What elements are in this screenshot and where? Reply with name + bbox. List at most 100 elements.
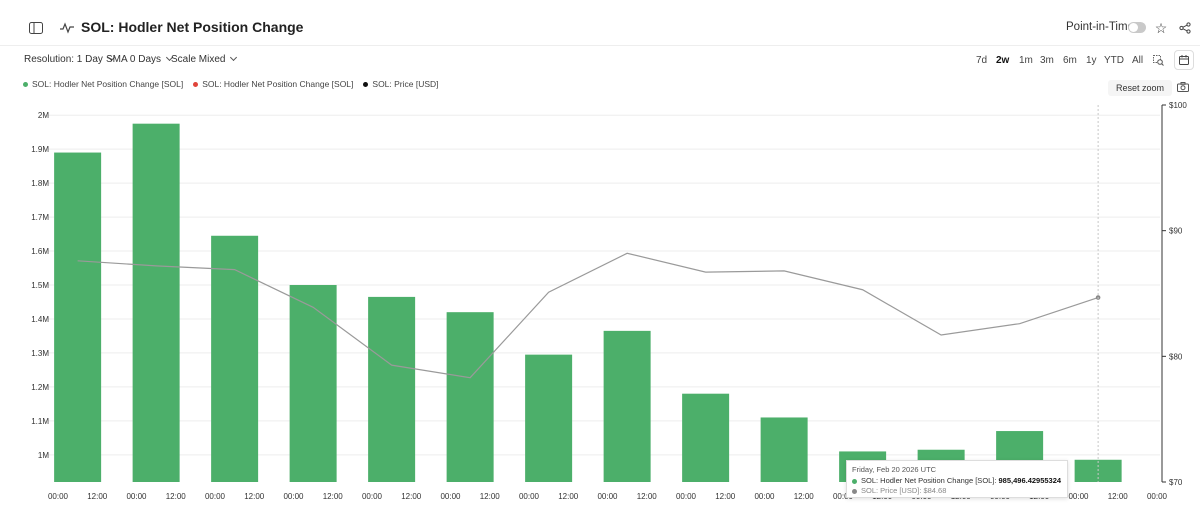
bars-layer (54, 123, 1122, 482)
camera-icon[interactable] (1176, 80, 1190, 94)
legend-item-hodler-red[interactable]: SOL: Hodler Net Position Change [SOL] (193, 78, 353, 90)
y-left-tick-label: 1.6M (31, 247, 49, 256)
x-tick-label: 00:00 (1068, 492, 1089, 501)
legend-label: SOL: Price [USD] (372, 79, 439, 89)
x-tick-label: 00:00 (48, 492, 69, 501)
x-tick-label: 12:00 (244, 492, 265, 501)
chart-tooltip: Friday, Feb 20 2026 UTC SOL: Hodler Net … (846, 460, 1068, 498)
hodler-bar[interactable] (54, 152, 102, 482)
legend-dot (23, 81, 28, 87)
x-tick-label: 12:00 (558, 492, 579, 501)
x-tick-label: 12:00 (480, 492, 501, 501)
x-tick-label: 00:00 (1147, 492, 1168, 501)
x-tick-label: 12:00 (637, 492, 658, 501)
y-left-tick-label: 1.4M (31, 315, 49, 324)
page-title: SOL: Hodler Net Position Change (81, 19, 304, 35)
y-left-tick-label: 1.8M (31, 179, 49, 188)
hodler-bar[interactable] (368, 296, 416, 482)
point-in-time-label: Point-in-Time (1066, 21, 1134, 33)
x-tick-label: 00:00 (754, 492, 775, 501)
y-left-tick-label: 2M (38, 111, 49, 120)
x-tick-label: 00:00 (362, 492, 383, 501)
tooltip-dot (852, 488, 857, 494)
x-tick-label: 00:00 (833, 492, 854, 501)
x-tick-label: 12:00 (401, 492, 422, 501)
x-tick-label: 12:00 (87, 492, 108, 501)
tooltip-dot (852, 478, 857, 484)
legend-item-price[interactable]: SOL: Price [USD] (363, 78, 439, 90)
price-line (77, 252, 1099, 379)
zoom-select-icon[interactable] (1151, 53, 1165, 67)
hodler-bar[interactable] (132, 123, 180, 482)
range-ytd[interactable]: YTD (1104, 55, 1124, 66)
range-7d[interactable]: 7d (976, 55, 988, 66)
toggle-knob (1129, 23, 1138, 32)
sma-label: SMA 0 Days (106, 54, 162, 65)
x-tick-label: 12:00 (715, 492, 736, 501)
y-left-tick-label: 1.3M (31, 349, 49, 358)
grid-lines (40, 114, 1160, 456)
y-right-tick-label: $100 (1169, 101, 1187, 110)
chart-legend: SOL: Hodler Net Position Change [SOL] SO… (23, 78, 439, 90)
calendar-icon[interactable] (1174, 50, 1194, 70)
hodler-bar[interactable] (682, 393, 730, 482)
x-tick-label: 00:00 (126, 492, 147, 501)
hodler-bar[interactable] (211, 235, 259, 482)
chart-pulse-icon (56, 17, 78, 39)
resolution-label: Resolution: 1 Day (24, 54, 103, 65)
x-tick-label: 00:00 (283, 492, 304, 501)
hodler-bar[interactable] (760, 417, 808, 482)
y-left-tick-label: 1.2M (31, 383, 49, 392)
range-1y[interactable]: 1y (1086, 55, 1097, 66)
range-2w[interactable]: 2w (996, 55, 1010, 66)
x-tick-label: 12:00 (166, 492, 187, 501)
y-left-tick-label: 1M (38, 451, 49, 460)
y-axis-right: $70 $80 $90 $100 (1161, 101, 1187, 487)
legend-dot (363, 81, 369, 87)
y-right-tick-label: $70 (1169, 478, 1183, 487)
share-icon[interactable] (1174, 17, 1196, 39)
legend-label: SOL: Hodler Net Position Change [SOL] (32, 79, 184, 89)
hodler-bar[interactable] (525, 354, 573, 482)
range-1m[interactable]: 1m (1019, 55, 1033, 66)
x-tick-label: 00:00 (440, 492, 461, 501)
legend-label: SOL: Hodler Net Position Change [SOL] (202, 79, 354, 89)
range-6m[interactable]: 6m (1063, 55, 1077, 66)
y-axis-left: 1M 1.1M 1.2M 1.3M 1.4M 1.5M 1.6M 1.7M 1.8M 1.9M 2M (31, 111, 49, 460)
tooltip-row-hodler: SOL: Hodler Net Position Change [SOL]: 9… (852, 476, 1062, 486)
controls-row: Resolution: 1 Day SMA 0 Days Scale Mixed… (0, 48, 1200, 70)
resolution-dropdown[interactable]: Resolution: 1 Day (24, 53, 115, 65)
x-tick-label: 00:00 (676, 492, 697, 501)
tooltip-price-label: SOL: Price [USD]: (861, 486, 922, 495)
y-left-tick-label: 1.5M (31, 281, 49, 290)
legend-item-hodler-green[interactable]: SOL: Hodler Net Position Change [SOL] (23, 78, 183, 90)
tooltip-price-value: $84.68 (923, 486, 947, 495)
hodler-bar[interactable] (289, 285, 337, 482)
top-bar: SOL: Hodler Net Position Change Point-in… (0, 0, 1200, 46)
sma-dropdown[interactable]: SMA 0 Days (106, 53, 174, 65)
tooltip-hodler-label: SOL: Hodler Net Position Change [SOL]: (861, 476, 997, 485)
hodler-bar[interactable] (446, 312, 494, 482)
y-right-tick-label: $90 (1169, 227, 1183, 236)
legend-dot (193, 81, 199, 87)
x-tick-label: 12:00 (1108, 492, 1129, 501)
scale-dropdown[interactable]: Scale Mixed (171, 53, 238, 65)
y-right-tick-label: $80 (1169, 352, 1183, 361)
y-left-tick-label: 1.7M (31, 213, 49, 222)
range-3m[interactable]: 3m (1040, 55, 1054, 66)
scale-label: Scale Mixed (171, 54, 226, 65)
tooltip-hodler-value: 985,496.42955324 (998, 476, 1062, 485)
tooltip-date: Friday, Feb 20 2026 UTC (852, 465, 937, 474)
x-tick-label: 12:00 (794, 492, 815, 501)
x-tick-label: 12:00 (323, 492, 344, 501)
x-tick-label: 00:00 (519, 492, 540, 501)
reset-zoom-button[interactable]: Reset zoom (1108, 80, 1172, 96)
hodler-bar[interactable] (603, 330, 651, 482)
star-icon[interactable]: ☆ (1154, 19, 1168, 36)
range-all[interactable]: All (1132, 55, 1144, 66)
chevron-down-icon (230, 53, 238, 62)
sidebar-toggle-icon[interactable] (25, 17, 47, 39)
tooltip-row-price: SOL: Price [USD]: $84.68 (852, 486, 1062, 496)
chart-canvas: 1M 1.1M 1.2M 1.3M 1.4M 1.5M 1.6M 1.7M 1.8M 1.9M 2M… (31, 101, 1187, 501)
point-in-time-toggle[interactable] (1128, 22, 1146, 33)
